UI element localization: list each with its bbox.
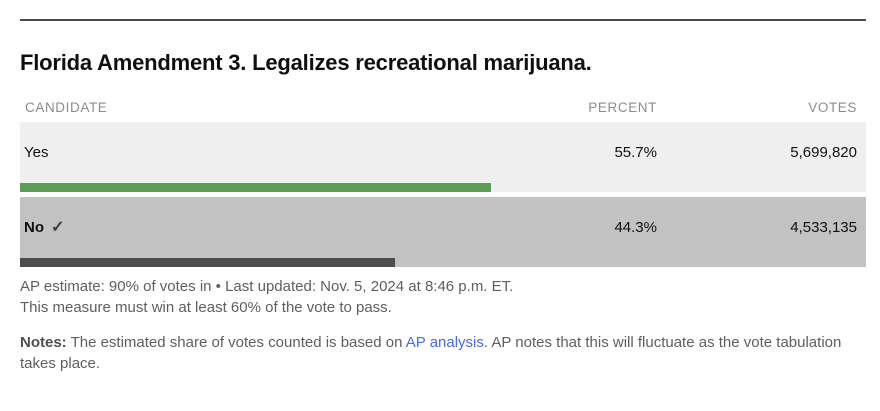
notes-text-after-link: . AP notes that this will fluctuate as t… (20, 334, 842, 372)
notes-block: Notes: The estimated share of votes coun… (20, 332, 866, 374)
result-bar (20, 258, 395, 267)
ap-estimate-block: AP estimate: 90% of votes in • Last upda… (20, 276, 866, 318)
estimate-line: AP estimate: 90% of votes in • Last upda… (20, 278, 514, 295)
result-bar-track (20, 183, 866, 192)
table-row-no: No ✓ 44.3% 4,533,135 (20, 197, 866, 267)
candidate-name: Yes (24, 143, 49, 161)
winner-check-icon: ✓ (51, 219, 65, 236)
page-title: Florida Amendment 3. Legalizes recreatio… (20, 50, 592, 75)
table-row-yes: Yes 55.7% 5,699,820 (20, 122, 866, 192)
top-divider (20, 19, 866, 21)
notes-text-before-link: The estimated share of votes counted is … (66, 334, 406, 351)
column-header-votes: VOTES (808, 100, 857, 115)
candidate-name: No (24, 219, 44, 236)
column-header-candidate: CANDIDATE (25, 100, 108, 115)
percent-value: 55.7% (614, 143, 657, 161)
column-header-percent: PERCENT (588, 100, 657, 115)
votes-value: 5,699,820 (790, 143, 857, 161)
table-header: CANDIDATE PERCENT VOTES (20, 100, 866, 115)
election-results-module: Florida Amendment 3. Legalizes recreatio… (20, 19, 866, 374)
result-bar (20, 183, 492, 192)
notes-label: Notes: (20, 334, 67, 351)
votes-value: 4,533,135 (790, 218, 857, 236)
measure-requirement-line: This measure must win at least 60% of th… (20, 299, 392, 316)
ap-analysis-link[interactable]: AP analysis (405, 334, 484, 351)
result-bar-track (20, 258, 866, 267)
percent-value: 44.3% (614, 218, 657, 236)
